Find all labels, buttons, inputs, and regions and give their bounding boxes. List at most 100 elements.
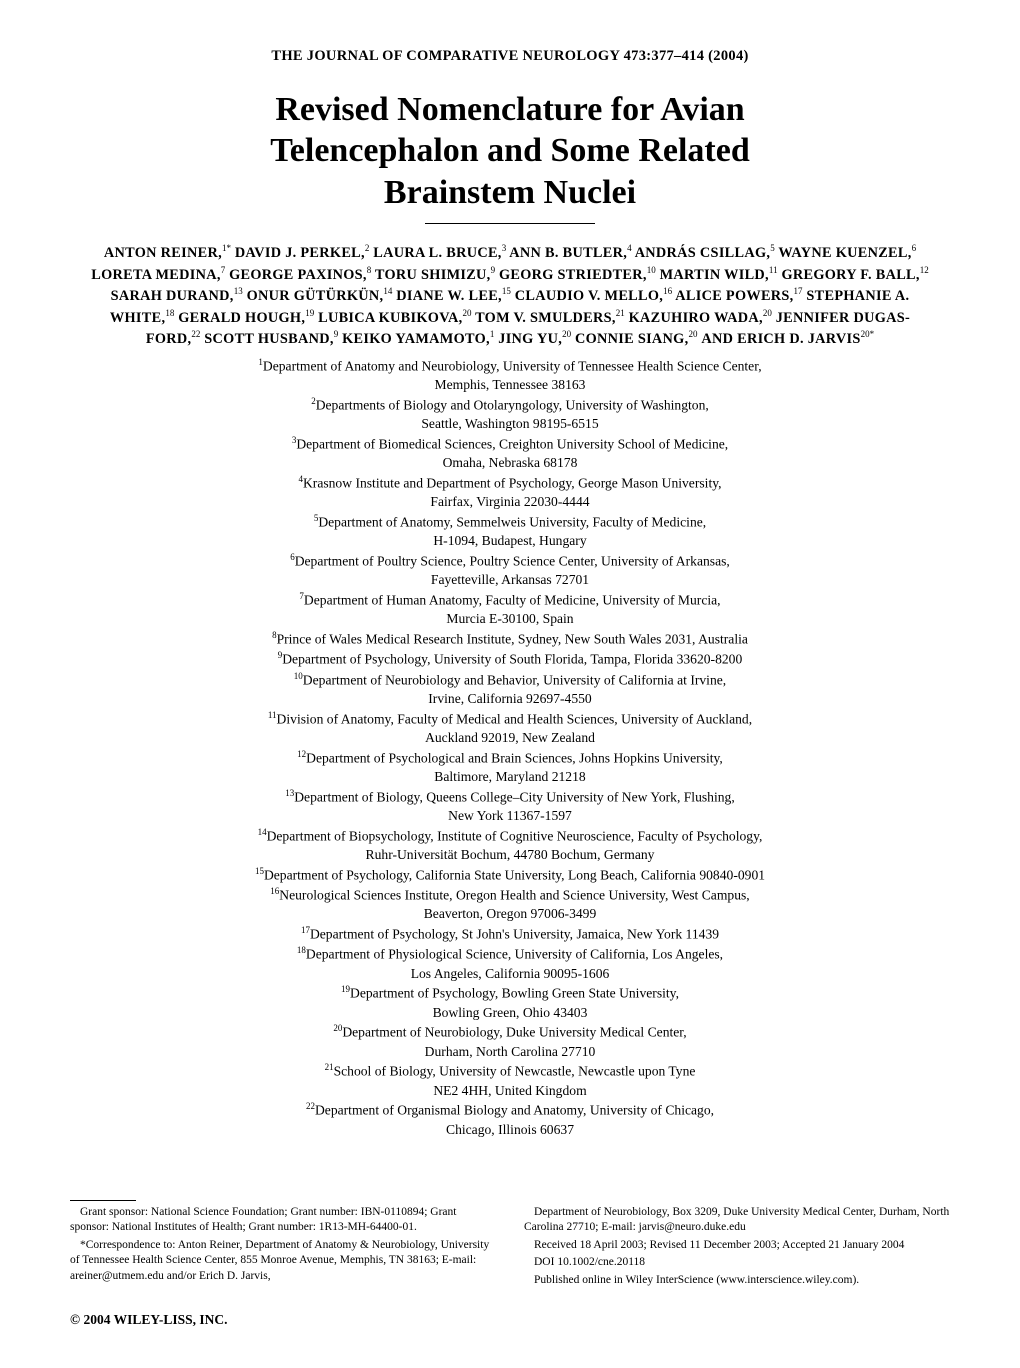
author-affil-sup: 15 (502, 286, 511, 296)
footnotes-left-col: Grant sponsor: National Science Foundati… (70, 1205, 496, 1291)
author-affil-sup: 9 (491, 265, 496, 275)
affiliation-text: Department of Psychological and Brain Sc… (306, 750, 723, 765)
author: LAURA L. BRUCE, (373, 245, 501, 261)
author: TORU SHIMIZU, (375, 267, 491, 283)
title-line-3: Brainstem Nuclei (384, 174, 636, 211)
affiliation-text: Department of Poultry Science, Poultry S… (295, 554, 730, 569)
author-affil-sup: 10 (647, 265, 656, 275)
affiliation-text: Department of Biomedical Sciences, Creig… (296, 436, 728, 451)
affiliation-text: Department of Psychology, California Sta… (264, 867, 765, 882)
author: JING YU, (498, 331, 562, 347)
author-affil-sup: 6 (912, 243, 917, 253)
affiliation-text: Bowling Green, Ohio 43403 (433, 1005, 588, 1020)
affiliation-text: Beaverton, Oregon 97006-3499 (424, 906, 597, 921)
affiliation-sup: 20 (333, 1023, 342, 1033)
footnote-line: *Correspondence to: Anton Reiner, Depart… (70, 1238, 496, 1285)
author-affil-sup: 4 (627, 243, 632, 253)
author-affil-sup: 9 (334, 329, 339, 339)
journal-header: THE JOURNAL OF COMPARATIVE NEUROLOGY 473… (70, 48, 950, 65)
affiliation-sup: 13 (285, 788, 294, 798)
author-affil-sup: 22 (191, 329, 200, 339)
affiliation-sup: 10 (294, 671, 303, 681)
affiliation-text: Department of Organismal Biology and Ana… (315, 1103, 714, 1118)
affiliation-text: NE2 4HH, United Kingdom (433, 1083, 586, 1098)
affiliation-text: New York 11367-1597 (448, 808, 572, 823)
author: GREGORY F. BALL, (781, 267, 919, 283)
title-line-2: Telencephalon and Some Related (270, 132, 750, 169)
affiliation-text: Department of Biopsychology, Institute o… (267, 828, 763, 843)
author: GEORGE PAXINOS, (229, 267, 367, 283)
affiliation-sup: 22 (306, 1101, 315, 1111)
author: KEIKO YAMAMOTO, (342, 331, 490, 347)
author-affil-sup: 20 (763, 308, 772, 318)
author-affil-sup: 5 (770, 243, 775, 253)
author-affil-sup: 21 (616, 308, 625, 318)
author: ANN B. BUTLER, (509, 245, 627, 261)
and-word: AND (701, 331, 733, 347)
affiliation-text: Department of Psychology, Bowling Green … (350, 986, 679, 1001)
affiliation-list: 1Department of Anatomy and Neurobiology,… (94, 356, 926, 1140)
author-affil-sup: 20 (462, 308, 471, 318)
affiliation-text: School of Biology, University of Newcast… (334, 1064, 696, 1079)
author: MARTIN WILD, (660, 267, 769, 283)
author-affil-sup: 20 (562, 329, 571, 339)
affiliation-sup: 12 (297, 749, 306, 759)
author-list: ANTON REINER,1* DAVID J. PERKEL,2 LAURA … (84, 242, 936, 349)
author-affil-sup: 19 (305, 308, 314, 318)
affiliation-text: Krasnow Institute and Department of Psyc… (303, 475, 722, 490)
affiliation-text: Omaha, Nebraska 68178 (443, 455, 578, 470)
author: GEORG STRIEDTER, (499, 267, 647, 283)
affiliation-text: H-1094, Budapest, Hungary (433, 533, 586, 548)
footnote-line: DOI 10.1002/cne.20118 (524, 1255, 950, 1271)
footnote-line: Grant sponsor: National Science Foundati… (70, 1205, 496, 1236)
affiliation-sup: 19 (341, 984, 350, 994)
affiliation-text: Division of Anatomy, Faculty of Medical … (277, 711, 753, 726)
footnote-line: Department of Neurobiology, Box 3209, Du… (524, 1205, 950, 1236)
author: ALICE POWERS, (675, 288, 793, 304)
author: GERALD HOUGH, (178, 310, 305, 326)
author-affil-sup: 3 (502, 243, 507, 253)
footnote-line: Published online in Wiley InterScience (… (524, 1273, 950, 1289)
author-affil-sup: 12 (920, 265, 929, 275)
author: KAZUHIRO WADA, (629, 310, 763, 326)
affiliation-text: Fairfax, Virginia 22030-4444 (430, 494, 589, 509)
affiliation-text: Departments of Biology and Otolaryngolog… (316, 397, 709, 412)
author-affil-sup: 1* (222, 243, 231, 253)
author-affil-sup: 2 (365, 243, 370, 253)
affiliation-sup: 16 (270, 886, 279, 896)
affiliation-text: Department of Neurobiology and Behavior,… (303, 672, 726, 687)
affiliation-text: Memphis, Tennessee 38163 (435, 377, 586, 392)
author: CONNIE SIANG, (575, 331, 689, 347)
affiliation-text: Prince of Wales Medical Research Institu… (277, 632, 748, 647)
affiliation-text: Baltimore, Maryland 21218 (434, 769, 585, 784)
author-affil-sup: 20* (861, 329, 875, 339)
title-rule (425, 223, 595, 224)
affiliation-text: Los Angeles, California 90095-1606 (411, 966, 610, 981)
affiliation-text: Department of Biology, Queens College–Ci… (294, 789, 735, 804)
affiliation-text: Department of Physiological Science, Uni… (306, 947, 723, 962)
author-affil-sup: 18 (165, 308, 174, 318)
affiliation-sup: 21 (325, 1062, 334, 1072)
affiliation-text: Fayetteville, Arkansas 72701 (431, 572, 589, 587)
author: ANDRÁS CSILLAG, (635, 245, 771, 261)
article-title: Revised Nomenclature for Avian Telenceph… (70, 89, 950, 213)
footnotes: Grant sponsor: National Science Foundati… (70, 1205, 950, 1291)
affiliation-text: Department of Human Anatomy, Faculty of … (304, 593, 721, 608)
affiliation-text: Department of Psychology, University of … (282, 652, 742, 667)
affiliation-text: Auckland 92019, New Zealand (425, 730, 595, 745)
author-affil-sup: 11 (769, 265, 778, 275)
author-affil-sup: 1 (490, 329, 495, 339)
affiliation-text: Department of Anatomy, Semmelweis Univer… (318, 514, 706, 529)
author-affil-sup: 14 (383, 286, 392, 296)
author: DAVID J. PERKEL, (235, 245, 365, 261)
footnote-separator (70, 1200, 136, 1201)
affiliation-text: Irvine, California 92697-4550 (428, 691, 591, 706)
author-affil-sup: 16 (663, 286, 672, 296)
copyright: © 2004 WILEY-LISS, INC. (70, 1312, 950, 1328)
author-affil-sup: 7 (221, 265, 226, 275)
author-affil-sup: 20 (688, 329, 697, 339)
affiliation-text: Neurological Sciences Institute, Oregon … (279, 888, 749, 903)
affiliation-text: Durham, North Carolina 27710 (425, 1044, 596, 1059)
affiliation-text: Department of Neurobiology, Duke Univers… (342, 1025, 686, 1040)
author: LUBICA KUBIKOVA, (318, 310, 462, 326)
